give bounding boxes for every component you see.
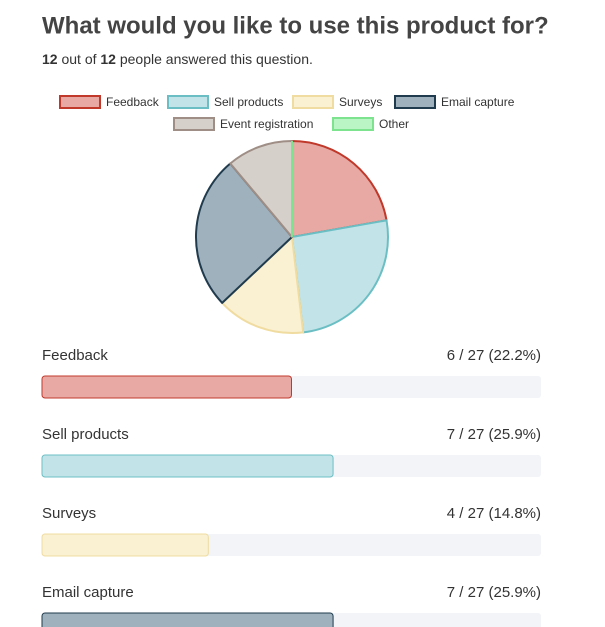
row-value: 6 / 27 (22.2%) bbox=[447, 347, 541, 364]
pie-slice bbox=[291, 140, 388, 238]
legend-label: Surveys bbox=[339, 95, 382, 109]
row-value: 7 / 27 (25.9%) bbox=[447, 426, 541, 443]
legend-label: Event registration bbox=[220, 117, 313, 131]
pie-slice bbox=[195, 162, 293, 304]
legend-label: Sell products bbox=[214, 95, 283, 109]
row-label: Feedback bbox=[42, 347, 108, 364]
row-value: 7 / 27 (25.9%) bbox=[447, 584, 541, 601]
bar bbox=[41, 375, 292, 399]
bar bbox=[41, 533, 209, 557]
pie-slice bbox=[229, 140, 293, 238]
legend-swatch bbox=[167, 95, 209, 109]
row-value: 4 / 27 (14.8%) bbox=[447, 505, 541, 522]
bar bbox=[41, 454, 334, 478]
subtitle: 12 out of 12 people answered this questi… bbox=[42, 51, 313, 67]
pie-slice bbox=[221, 236, 305, 334]
legend-swatch bbox=[173, 117, 215, 131]
legend-label: Feedback bbox=[106, 95, 160, 109]
row-label: Email capture bbox=[42, 584, 134, 601]
legend-label: Email capture bbox=[441, 95, 515, 109]
subtitle-text: out of bbox=[61, 51, 96, 67]
answered: 12 bbox=[42, 51, 58, 67]
total: 12 bbox=[100, 51, 116, 67]
legend-swatch bbox=[59, 95, 101, 109]
legend-swatch bbox=[332, 117, 374, 131]
bar bbox=[41, 612, 334, 627]
legend-swatch bbox=[394, 95, 436, 109]
legend-swatch bbox=[292, 95, 334, 109]
pie-slice bbox=[291, 219, 389, 334]
subtitle-text: people answered this question. bbox=[120, 51, 313, 67]
chart-title: What would you like to use this product … bbox=[42, 12, 549, 39]
row-label: Sell products bbox=[42, 426, 129, 443]
row-label: Surveys bbox=[42, 505, 96, 522]
legend-label: Other bbox=[379, 117, 409, 131]
